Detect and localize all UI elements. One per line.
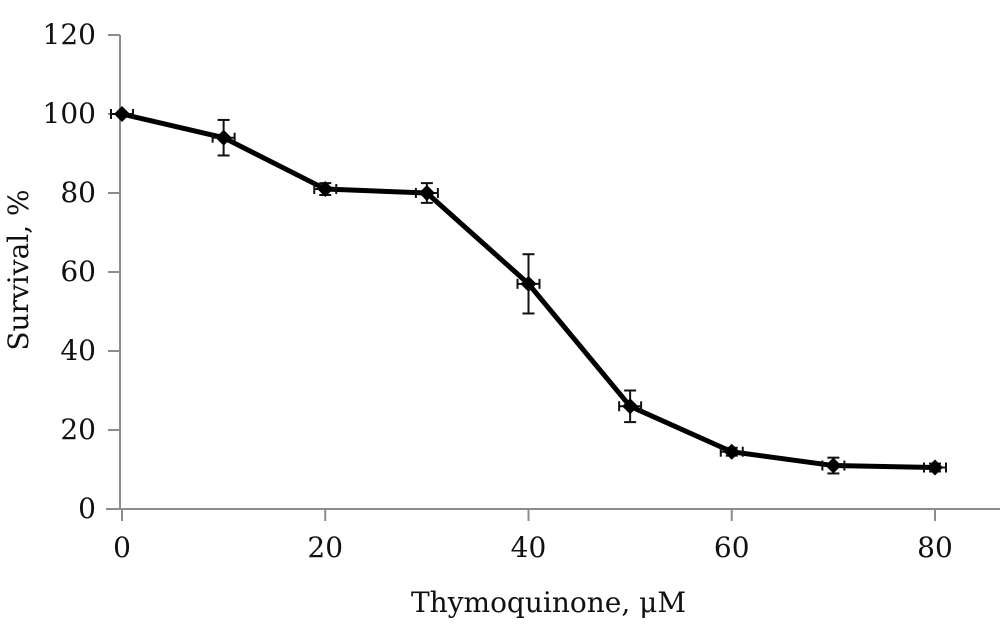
data-point-marker — [520, 275, 537, 292]
x-tick-label: 80 — [917, 531, 953, 564]
x-tick-label: 0 — [113, 531, 131, 564]
x-ticks: 0 20 40 60 80 — [113, 509, 953, 564]
y-tick-label: 20 — [60, 413, 96, 446]
x-tick-label: 60 — [714, 531, 750, 564]
y-tick-label: 80 — [60, 176, 96, 209]
data-point-marker — [723, 443, 740, 460]
y-tick-label: 0 — [78, 492, 96, 525]
series-group — [110, 106, 947, 476]
y-tick-label: 120 — [43, 18, 96, 51]
data-point-marker — [418, 185, 435, 201]
data-point-marker — [927, 459, 943, 476]
data-point-marker — [622, 398, 639, 415]
x-axis-title: Thymoquinone, μM — [411, 586, 686, 619]
y-axis-title: Survival, % — [2, 189, 35, 350]
data-point-marker — [317, 181, 334, 198]
x-tick-label: 20 — [307, 531, 343, 564]
x-tick-label: 40 — [511, 531, 547, 564]
y-tick-label: 40 — [60, 334, 96, 367]
y-ticks: 0 20 40 60 80 100 120 — [43, 18, 120, 525]
data-point-marker — [114, 106, 130, 122]
data-point-marker — [215, 129, 232, 146]
data-point-marker — [825, 457, 842, 474]
y-tick-label: 100 — [43, 97, 96, 130]
axes — [106, 35, 1000, 510]
y-tick-label: 60 — [60, 255, 96, 288]
